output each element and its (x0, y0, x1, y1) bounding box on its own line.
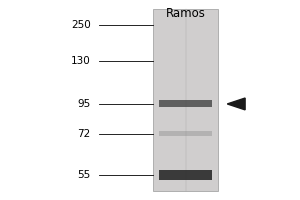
FancyBboxPatch shape (159, 170, 212, 180)
Text: Ramos: Ramos (166, 7, 206, 20)
Text: 95: 95 (77, 99, 91, 109)
FancyBboxPatch shape (159, 131, 212, 136)
FancyBboxPatch shape (153, 9, 218, 191)
Text: 250: 250 (71, 20, 91, 30)
FancyBboxPatch shape (159, 100, 212, 107)
Polygon shape (227, 98, 245, 110)
Text: 130: 130 (71, 56, 91, 66)
Text: 55: 55 (77, 170, 91, 180)
Text: 72: 72 (77, 129, 91, 139)
